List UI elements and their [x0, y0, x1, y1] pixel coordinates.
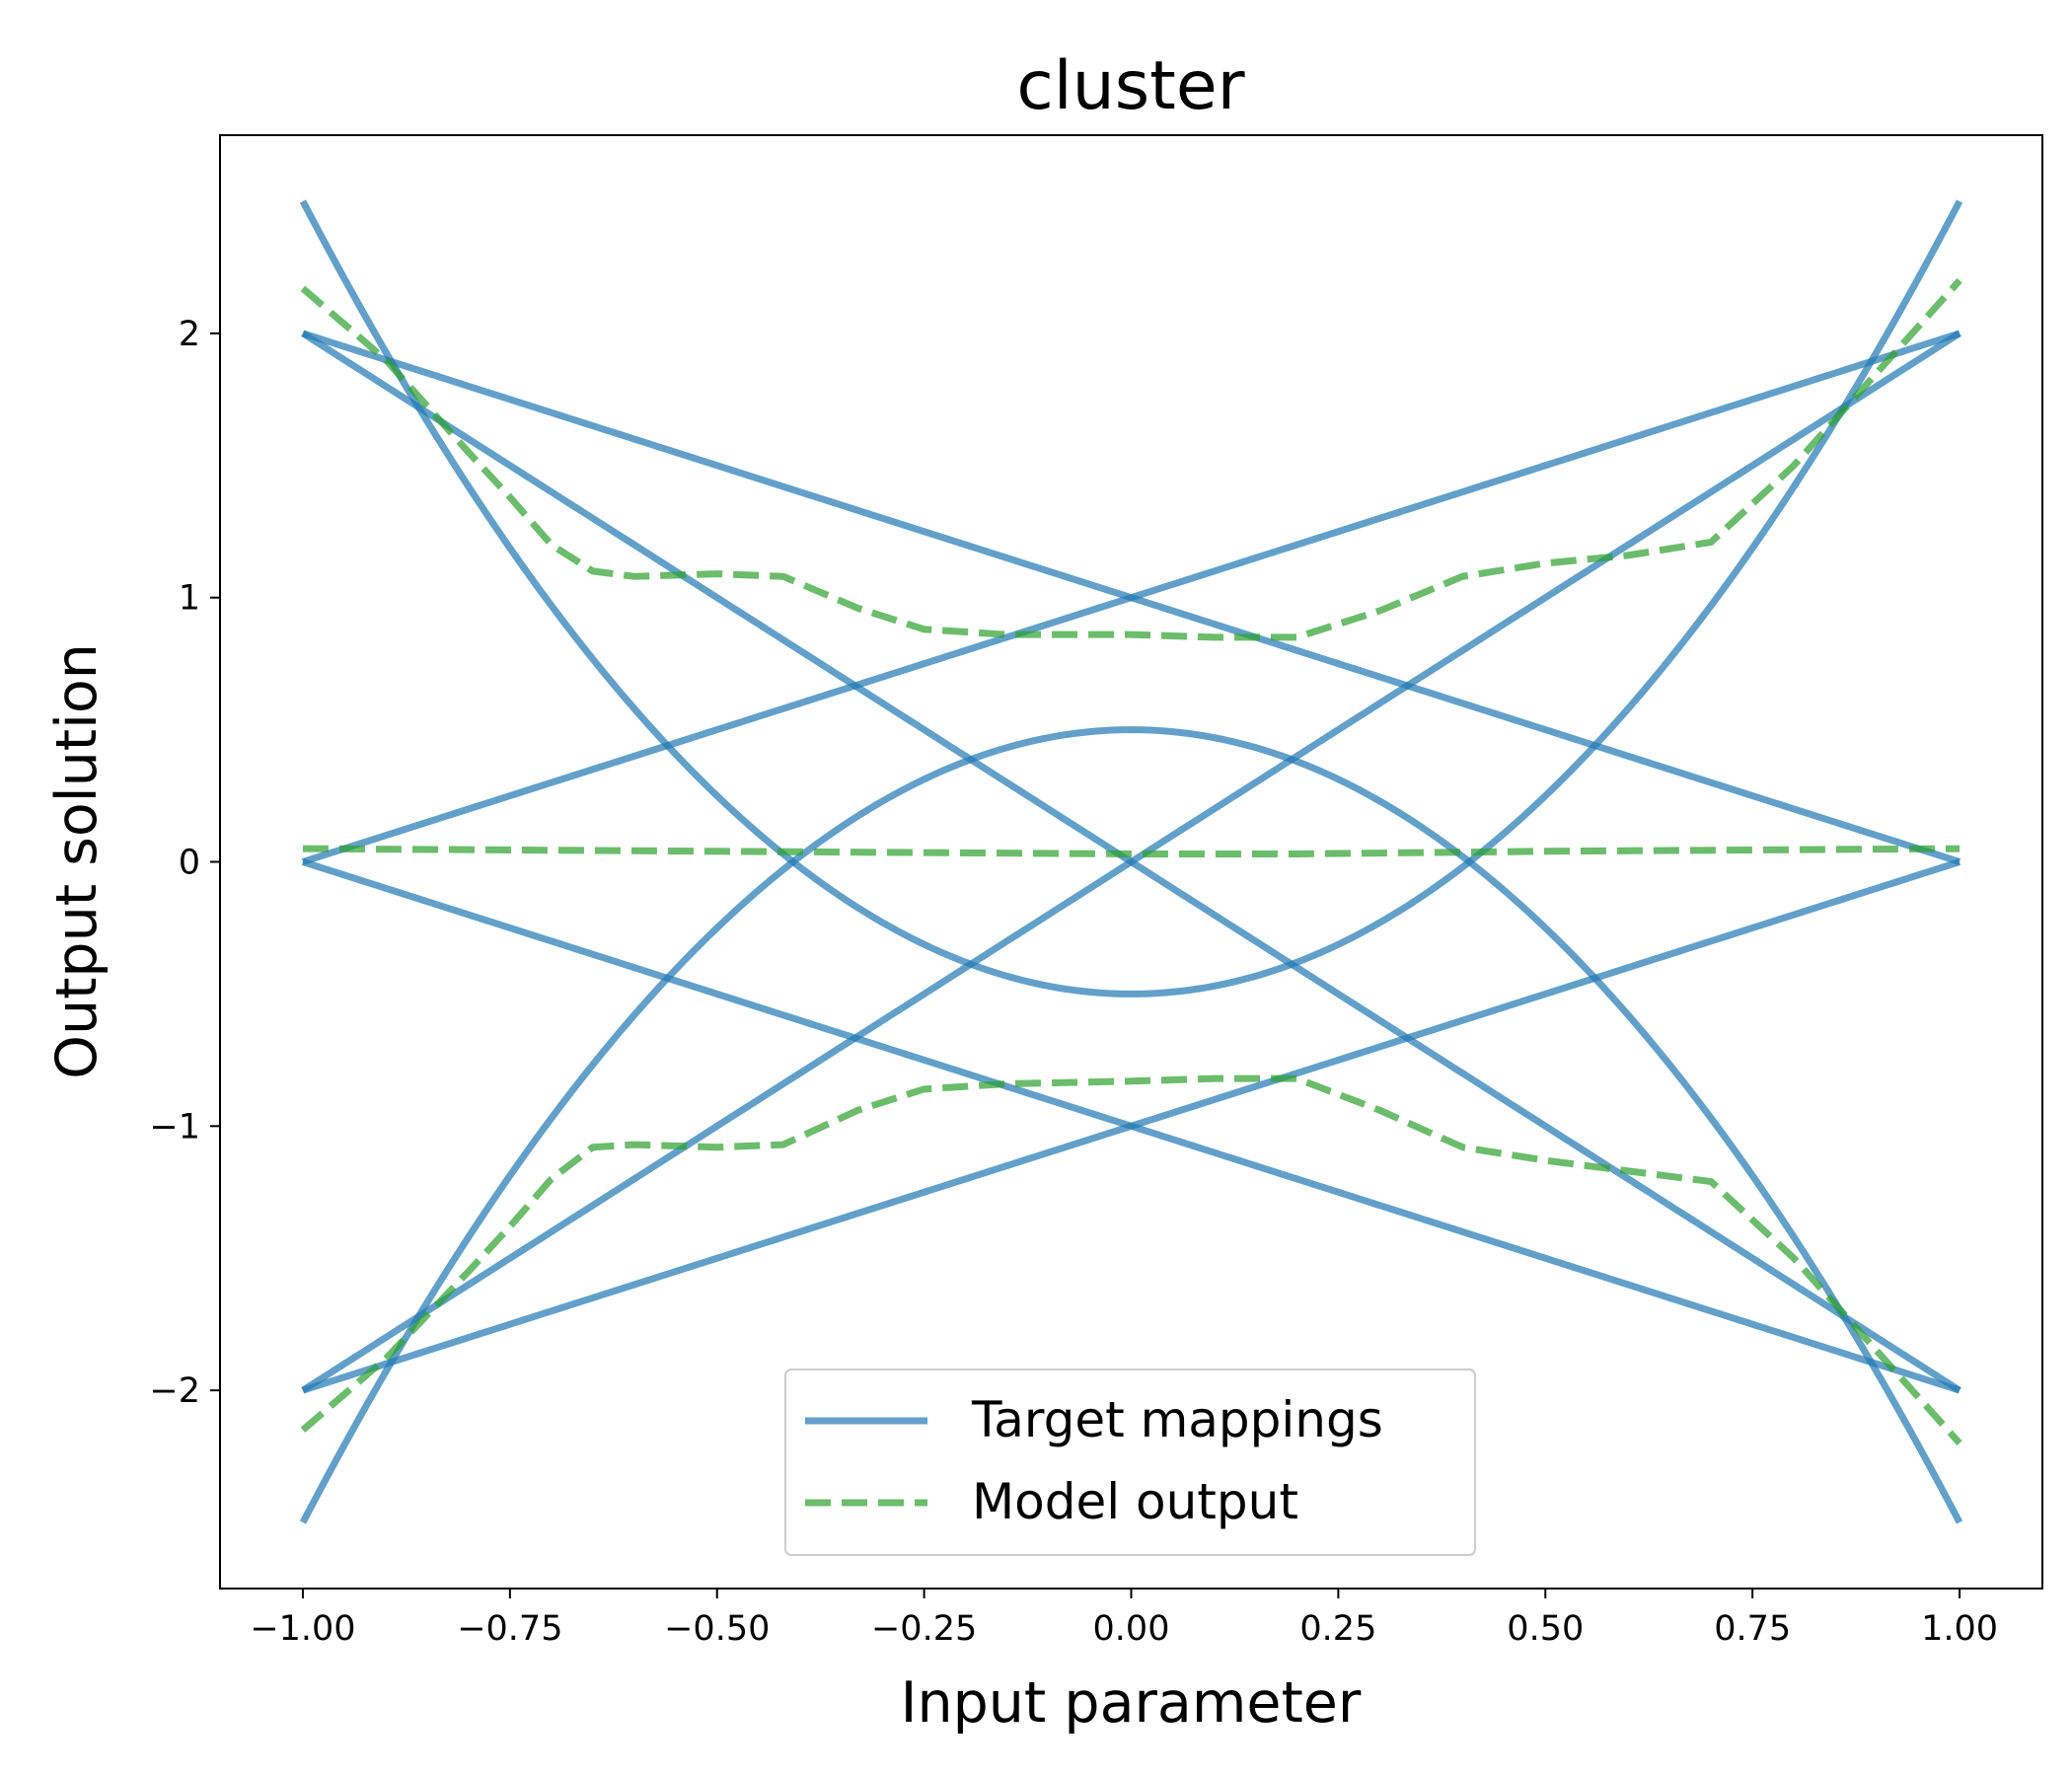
x-tick-label: 0.50	[1507, 1609, 1584, 1649]
x-tick-label: 0.00	[1093, 1609, 1170, 1649]
x-tick-label: −1.00	[250, 1609, 355, 1649]
x-tick-label: 1.00	[1921, 1609, 1998, 1649]
target-mapping-lines	[299, 199, 1963, 1524]
x-tick-label: −0.25	[871, 1609, 977, 1649]
legend-label-target-mappings: Target mappings	[971, 1391, 1383, 1448]
x-axis-label: Input parameter	[901, 1670, 1362, 1736]
x-tick-label: 0.75	[1714, 1609, 1791, 1649]
x-tick-label: −0.75	[457, 1609, 562, 1649]
x-tick-label: −0.50	[664, 1609, 770, 1649]
model-output-line-0	[300, 277, 1962, 641]
y-tick-label: −1	[149, 1107, 200, 1147]
y-tick-label: 0	[179, 844, 200, 883]
y-axis-label: Output solution	[44, 643, 110, 1079]
x-axis-ticks: −1.00 −0.75 −0.50 −0.25 0.00 0.25 0.50 0.75 1.00	[250, 1589, 1998, 1649]
chart-title: cluster	[1016, 47, 1244, 125]
y-tick-label: 2	[179, 315, 200, 354]
model-output-line-2	[300, 1074, 1962, 1446]
legend-label-model-output: Model output	[972, 1473, 1298, 1530]
legend-frame	[784, 1369, 1476, 1556]
target-mapping-line-7	[301, 858, 1961, 1394]
legend: Target mappings Model output	[784, 1369, 1476, 1556]
target-mapping-line-5	[301, 330, 1961, 865]
target-mapping-line-3	[301, 330, 1961, 1394]
x-tick-label: 0.25	[1299, 1609, 1376, 1649]
target-mapping-line-0	[299, 199, 1963, 998]
y-tick-label: 1	[179, 579, 200, 619]
y-axis-ticks: −2 −1 0 1 2	[149, 315, 220, 1411]
y-tick-label: −2	[149, 1371, 200, 1411]
model-output-line-1	[302, 845, 1961, 857]
target-mapping-line-1	[299, 726, 1963, 1524]
model-output-lines	[300, 277, 1962, 1446]
